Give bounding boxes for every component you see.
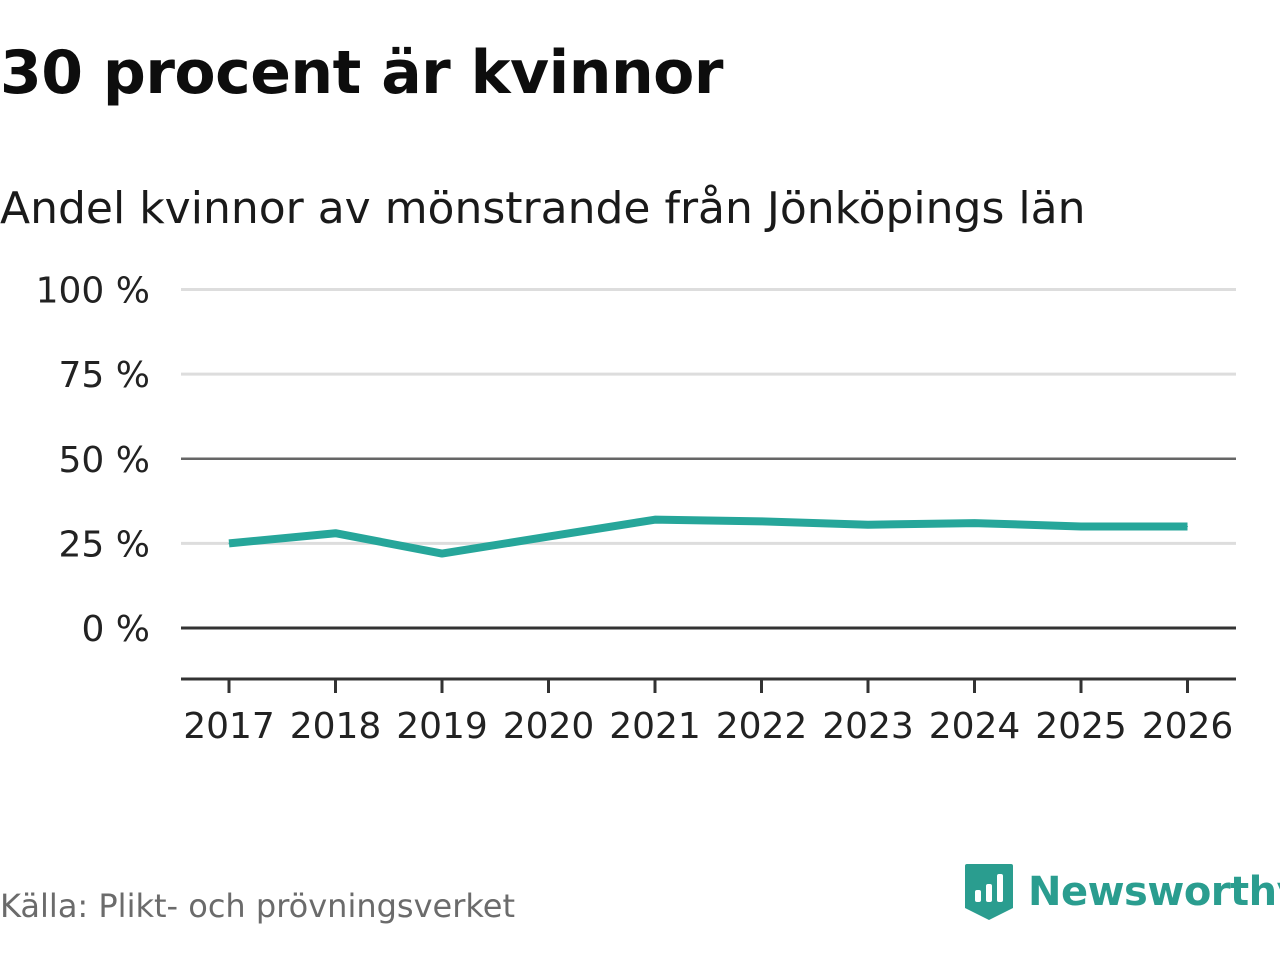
x-tick-label: 2022 (716, 706, 808, 747)
x-tick-label: 2019 (396, 706, 488, 747)
y-axis-ticks: 0 % 25 % 50 % 75 % 100 % (36, 271, 150, 651)
gridlines (181, 288, 1236, 630)
data-point (1080, 525, 1082, 527)
x-tick-label: 2020 (503, 706, 595, 747)
source-note: Källa: Plikt- och prövningsverket (0, 887, 515, 925)
data-point (441, 553, 443, 555)
newsworthy-logo-icon (965, 864, 1013, 920)
data-point (974, 522, 975, 524)
y-tick-label: 75 % (59, 355, 150, 396)
x-axis: 2017 2018 2019 2020 2021 2022 2023 2024 2025 2026 (181, 677, 1236, 747)
data-point (654, 519, 656, 521)
data-point (1187, 525, 1188, 527)
y-tick-label: 0 % (81, 609, 150, 650)
chart-subtitle: Andel kvinnor av mönstrande från Jönköpi… (0, 183, 1086, 234)
x-tick-label: 2025 (1035, 706, 1127, 747)
data-point (548, 536, 549, 538)
x-tick-label: 2024 (929, 706, 1021, 747)
brand-name: Newsworthy (1028, 869, 1280, 915)
brand-logo: Newsworthy (964, 862, 1280, 922)
y-tick-label: 25 % (59, 524, 150, 565)
data-point (228, 542, 230, 544)
data-point (335, 532, 336, 534)
y-tick-label: 100 % (36, 271, 150, 312)
data-point (867, 524, 869, 526)
x-tick-label: 2026 (1142, 706, 1234, 747)
series-layer (228, 515, 1188, 558)
x-tick-label: 2017 (183, 706, 275, 747)
x-tick-label: 2023 (822, 706, 914, 747)
y-tick-label: 50 % (59, 440, 150, 481)
x-tick-label: 2021 (609, 706, 701, 747)
data-point (761, 520, 762, 522)
series-line (228, 515, 1188, 558)
chart-title: 30 procent är kvinnor (0, 38, 723, 108)
x-tick-label: 2018 (290, 706, 382, 747)
